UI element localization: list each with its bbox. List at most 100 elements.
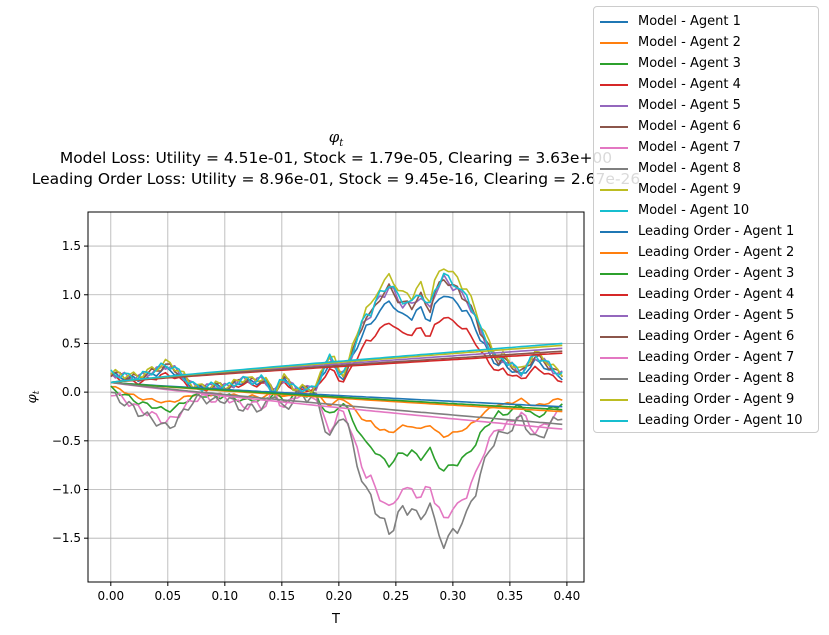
legend-item: Model - Agent 2 bbox=[600, 32, 818, 53]
legend-label: Leading Order - Agent 4 bbox=[638, 287, 795, 302]
legend-label: Leading Order - Agent 10 bbox=[638, 413, 803, 428]
legend-label: Leading Order - Agent 9 bbox=[638, 392, 795, 407]
y-axis-ticks: −1.5 −1.0 −0.5 0.0 0.5 1.0 1.5 bbox=[52, 239, 88, 545]
legend-label: Leading Order - Agent 5 bbox=[638, 308, 795, 323]
legend-swatch bbox=[600, 125, 628, 128]
legend-swatch bbox=[600, 377, 628, 380]
legend-item: Leading Order - Agent 3 bbox=[600, 263, 818, 284]
x-axis-label: T bbox=[331, 612, 340, 627]
legend-label: Model - Agent 7 bbox=[638, 140, 741, 155]
x-tick-label: 0.30 bbox=[440, 589, 467, 603]
leading-order-agent-7-line bbox=[110, 381, 563, 430]
y-tick-label: −0.5 bbox=[52, 434, 81, 448]
legend-swatch bbox=[600, 104, 628, 107]
data-lines bbox=[110, 268, 563, 550]
legend-label: Model - Agent 9 bbox=[638, 182, 741, 197]
model-agent-10-line bbox=[110, 272, 563, 393]
legend-swatch bbox=[600, 293, 628, 296]
legend-label: Model - Agent 6 bbox=[638, 119, 741, 134]
x-tick-label: 0.15 bbox=[268, 589, 295, 603]
legend-swatch bbox=[600, 146, 628, 149]
legend-item: Leading Order - Agent 9 bbox=[600, 389, 818, 410]
legend-swatch bbox=[600, 419, 628, 422]
y-tick-label: 1.0 bbox=[62, 288, 81, 302]
x-tick-label: 0.10 bbox=[211, 589, 238, 603]
legend-swatch bbox=[600, 251, 628, 254]
legend-item: Leading Order - Agent 2 bbox=[600, 242, 818, 263]
legend-swatch bbox=[600, 272, 628, 275]
y-tick-label: 0.5 bbox=[62, 336, 81, 350]
legend-item: Leading Order - Agent 6 bbox=[600, 326, 818, 347]
chart-title-symbol: φt bbox=[329, 128, 345, 149]
model-agent-7-line bbox=[110, 389, 563, 519]
legend-label: Model - Agent 3 bbox=[638, 56, 741, 71]
legend-item: Model - Agent 10 bbox=[600, 200, 818, 221]
legend-item: Model - Agent 6 bbox=[600, 116, 818, 137]
leading-order-agent-8-line bbox=[110, 381, 563, 426]
legend-swatch bbox=[600, 20, 628, 23]
legend-swatch bbox=[600, 83, 628, 86]
legend-label: Model - Agent 1 bbox=[638, 14, 741, 29]
legend-label: Model - Agent 2 bbox=[638, 35, 741, 50]
legend-swatch bbox=[600, 188, 628, 191]
grid bbox=[88, 212, 584, 582]
legend-label: Model - Agent 10 bbox=[638, 203, 750, 218]
y-axis-label-subscript: t bbox=[32, 390, 42, 394]
x-axis-ticks: 0.00 0.05 0.10 0.15 0.20 0.25 0.30 0.35 0.40 bbox=[97, 582, 580, 603]
legend-item: Model - Agent 5 bbox=[600, 95, 818, 116]
legend-label: Leading Order - Agent 6 bbox=[638, 329, 795, 344]
legend-swatch bbox=[600, 41, 628, 44]
legend-label: Leading Order - Agent 1 bbox=[638, 224, 795, 239]
x-tick-label: 0.35 bbox=[497, 589, 524, 603]
chart-title-subscript: t bbox=[339, 138, 344, 149]
plot-frame bbox=[87, 211, 585, 583]
x-tick-label: 0.40 bbox=[554, 589, 581, 603]
model-agent-3-line bbox=[110, 385, 563, 472]
legend-label: Model - Agent 8 bbox=[638, 161, 741, 176]
legend-item: Leading Order - Agent 4 bbox=[600, 284, 818, 305]
model-agent-4-line bbox=[110, 316, 563, 395]
legend-swatch bbox=[600, 314, 628, 317]
model-agent-8-line bbox=[110, 389, 563, 550]
legend-swatch bbox=[600, 356, 628, 359]
legend-item: Leading Order - Agent 1 bbox=[600, 221, 818, 242]
legend-item: Leading Order - Agent 5 bbox=[600, 305, 818, 326]
legend-swatch bbox=[600, 62, 628, 65]
legend-item: Model - Agent 7 bbox=[600, 137, 818, 158]
x-tick-label: 0.00 bbox=[97, 589, 124, 603]
legend-label: Leading Order - Agent 8 bbox=[638, 371, 795, 386]
legend-label: Model - Agent 5 bbox=[638, 98, 741, 113]
legend-item: Model - Agent 8 bbox=[600, 158, 818, 179]
chart-title-line-1: Model Loss: Utility = 4.51e-01, Stock = … bbox=[60, 149, 612, 167]
legend-swatch bbox=[600, 167, 628, 170]
leading-order-agent-10-line bbox=[110, 342, 563, 384]
legend-label: Model - Agent 4 bbox=[638, 77, 741, 92]
legend-item: Model - Agent 4 bbox=[600, 74, 818, 95]
y-tick-label: 1.5 bbox=[62, 239, 81, 253]
y-tick-label: −1.0 bbox=[52, 483, 81, 497]
x-tick-label: 0.05 bbox=[154, 589, 181, 603]
model-agent-1-line bbox=[110, 295, 563, 396]
chart-title-line-2: Leading Order Loss: Utility = 8.96e-01, … bbox=[32, 170, 641, 188]
legend-label: Leading Order - Agent 3 bbox=[638, 266, 795, 281]
legend-swatch bbox=[600, 230, 628, 233]
legend-item: Leading Order - Agent 10 bbox=[600, 410, 818, 431]
x-tick-label: 0.20 bbox=[325, 589, 352, 603]
legend-swatch bbox=[600, 209, 628, 212]
y-tick-label: −1.5 bbox=[52, 531, 81, 545]
y-tick-label: 0.0 bbox=[62, 385, 81, 399]
legend-swatch bbox=[600, 398, 628, 401]
x-tick-label: 0.25 bbox=[383, 589, 410, 603]
model-agent-2-line bbox=[110, 385, 563, 439]
y-axis-label: φt bbox=[25, 390, 42, 403]
legend-label: Leading Order - Agent 2 bbox=[638, 245, 795, 260]
chart-legend: Model - Agent 1 Model - Agent 2 Model - Ag… bbox=[593, 6, 819, 433]
legend-item: Model - Agent 3 bbox=[600, 53, 818, 74]
leading-order-agent-6-line bbox=[110, 350, 563, 384]
legend-item: Leading Order - Agent 8 bbox=[600, 368, 818, 389]
legend-label: Leading Order - Agent 7 bbox=[638, 350, 795, 365]
legend-item: Model - Agent 1 bbox=[600, 11, 818, 32]
leading-order-agent-3-line bbox=[110, 381, 563, 411]
legend-item: Model - Agent 9 bbox=[600, 179, 818, 200]
